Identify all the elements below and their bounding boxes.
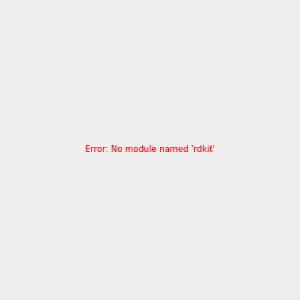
- Text: Error: No module named 'rdkit': Error: No module named 'rdkit': [85, 146, 215, 154]
